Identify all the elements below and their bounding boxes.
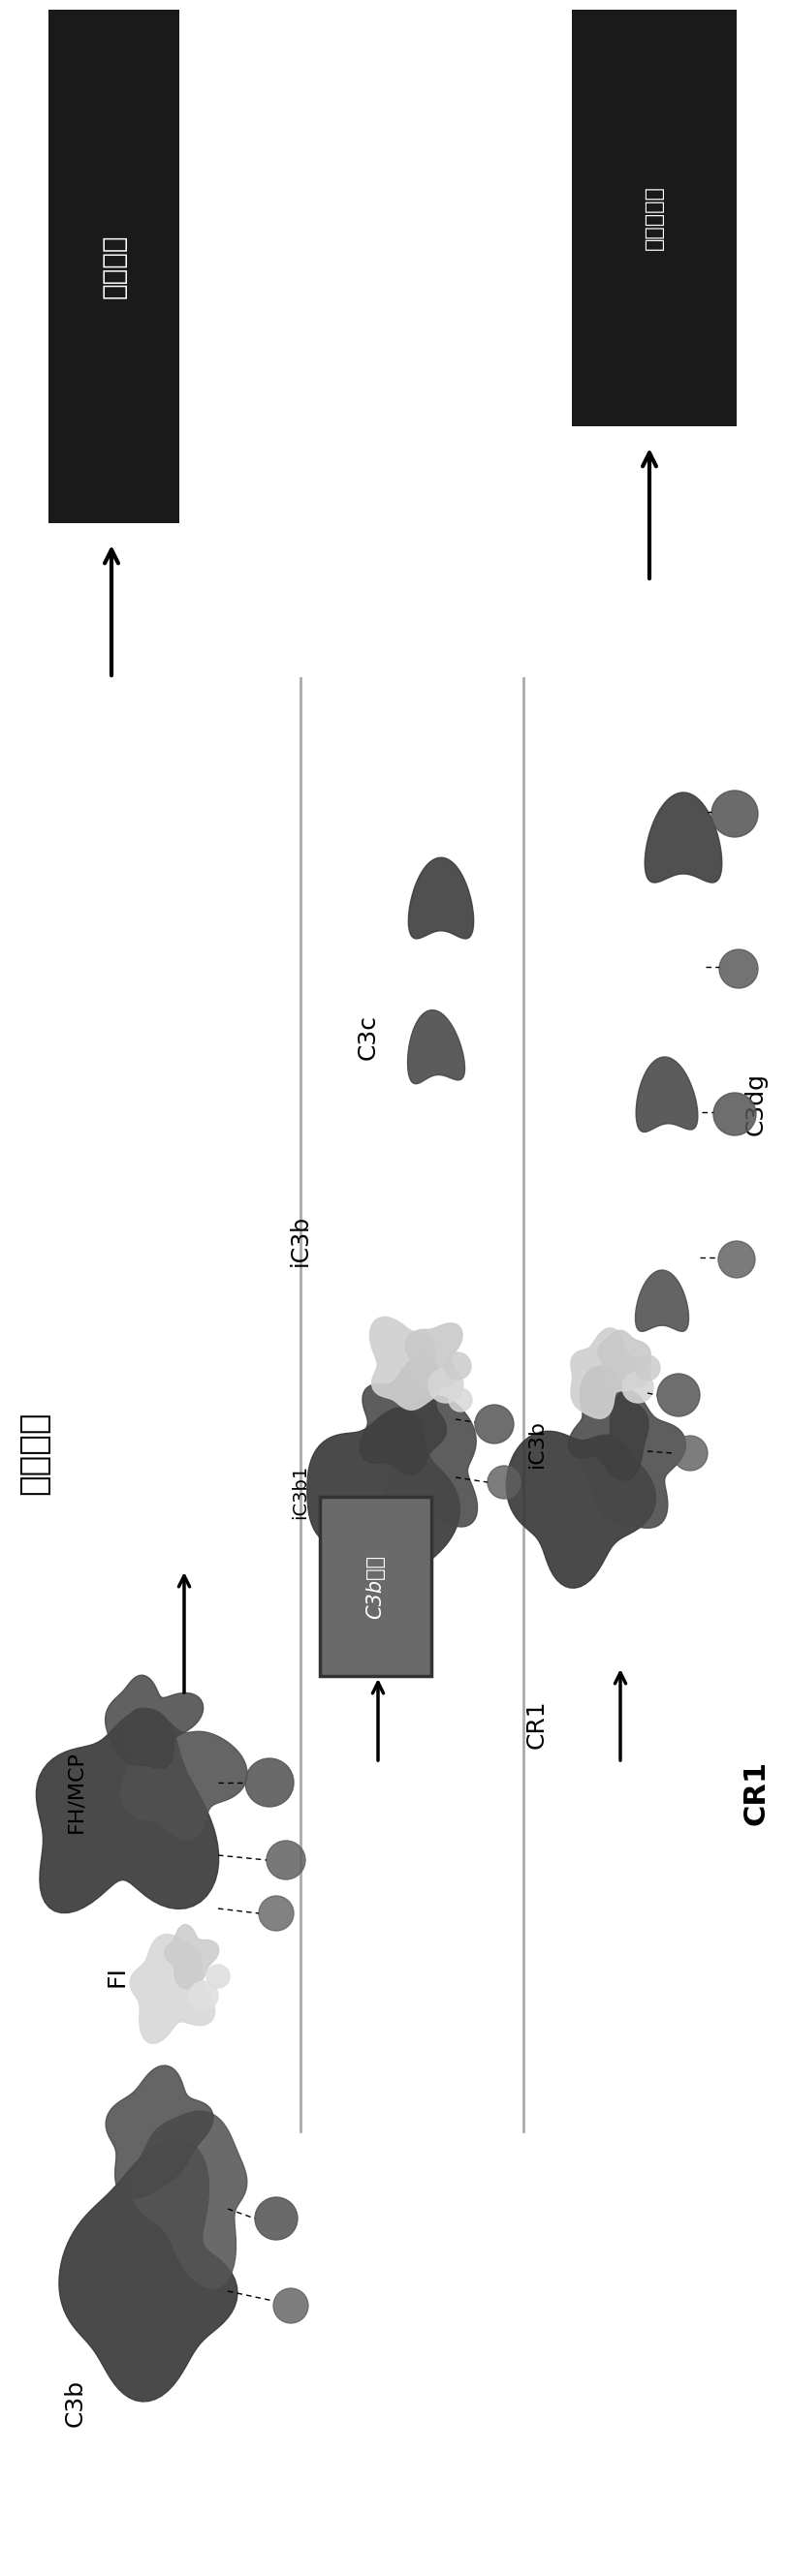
Text: C3c: C3c — [357, 1015, 380, 1059]
Text: CR1: CR1 — [525, 1700, 548, 1749]
Polygon shape — [360, 1355, 447, 1473]
Circle shape — [255, 2197, 297, 2239]
Polygon shape — [570, 1329, 646, 1419]
Circle shape — [720, 951, 758, 989]
Text: 免疫原性质: 免疫原性质 — [645, 185, 664, 250]
Polygon shape — [307, 1406, 460, 1574]
Circle shape — [712, 791, 758, 837]
Polygon shape — [598, 1329, 651, 1391]
Circle shape — [635, 1355, 660, 1381]
Circle shape — [444, 1352, 471, 1381]
Text: C3dg: C3dg — [744, 1074, 768, 1136]
Circle shape — [475, 1404, 514, 1443]
Polygon shape — [406, 1324, 462, 1388]
Circle shape — [713, 1092, 756, 1136]
Circle shape — [267, 1842, 305, 1880]
Circle shape — [189, 1981, 218, 2009]
Polygon shape — [581, 1391, 686, 1528]
Circle shape — [207, 1965, 230, 1989]
Polygon shape — [106, 2066, 213, 2197]
Bar — [572, 10, 737, 425]
Circle shape — [623, 1373, 653, 1404]
Text: 辅助因子: 辅助因子 — [17, 1412, 50, 1494]
Text: iC3b: iC3b — [289, 1213, 312, 1265]
Polygon shape — [131, 2110, 247, 2287]
Text: FI: FI — [105, 1965, 128, 1986]
Text: C3b: C3b — [64, 2378, 88, 2427]
Text: CR1: CR1 — [742, 1759, 770, 1824]
Circle shape — [718, 1242, 755, 1278]
Polygon shape — [105, 1674, 204, 1770]
Circle shape — [273, 2287, 308, 2324]
Polygon shape — [645, 793, 722, 884]
Circle shape — [488, 1466, 521, 1499]
Polygon shape — [130, 1935, 215, 2043]
Polygon shape — [121, 1708, 247, 1839]
Polygon shape — [59, 2138, 237, 2401]
Circle shape — [245, 1759, 294, 1806]
Polygon shape — [408, 1010, 465, 1084]
Polygon shape — [372, 1396, 477, 1528]
Circle shape — [428, 1368, 463, 1404]
Bar — [320, 1497, 432, 1677]
Circle shape — [449, 1388, 472, 1412]
Text: 辅助因子: 辅助因子 — [100, 234, 128, 299]
Polygon shape — [409, 858, 473, 938]
Bar — [48, 10, 179, 523]
Text: iC3b1: iC3b1 — [291, 1466, 310, 1520]
Polygon shape — [370, 1316, 442, 1409]
Polygon shape — [636, 1056, 697, 1131]
Circle shape — [657, 1373, 700, 1417]
Text: iC3b: iC3b — [527, 1419, 547, 1468]
Polygon shape — [36, 1708, 219, 1914]
Polygon shape — [507, 1432, 656, 1587]
Circle shape — [673, 1435, 708, 1471]
Text: FH/MCP: FH/MCP — [66, 1752, 85, 1834]
Text: C3b分解: C3b分解 — [366, 1553, 385, 1618]
Polygon shape — [164, 1924, 219, 1989]
Polygon shape — [568, 1365, 649, 1481]
Polygon shape — [635, 1270, 689, 1332]
Circle shape — [259, 1896, 294, 1932]
